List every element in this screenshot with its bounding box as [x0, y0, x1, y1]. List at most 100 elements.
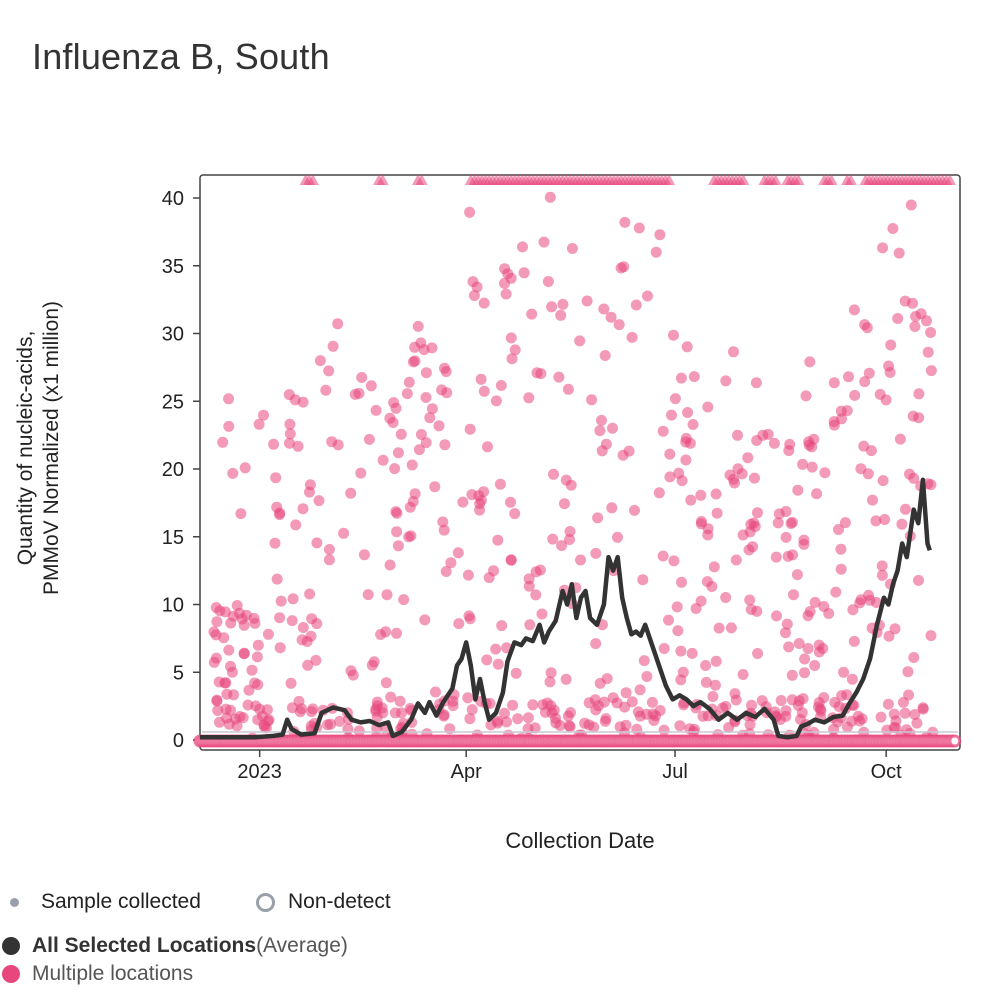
y-axis-label-line1: Quantity of nucleic-acids, [14, 331, 37, 566]
data-point [248, 612, 260, 624]
data-point [334, 715, 346, 727]
data-point [877, 475, 889, 487]
data-point [220, 703, 232, 715]
data-point [332, 318, 344, 330]
overflow-marker [415, 174, 428, 185]
data-point [490, 395, 502, 407]
x-tick-label: Jul [662, 761, 688, 783]
data-point [702, 401, 714, 413]
data-point [502, 268, 514, 280]
data-point [623, 445, 635, 457]
data-point [243, 684, 255, 696]
data-point [208, 626, 220, 638]
data-point [436, 384, 448, 396]
data-point [239, 462, 251, 474]
data-point [925, 365, 937, 377]
data-point [235, 508, 247, 520]
data-point [311, 537, 323, 549]
average-dot-icon [2, 937, 20, 955]
data-point [921, 315, 932, 327]
y-axis: 0 5 10 15 20 25 30 35 40 [162, 188, 200, 752]
data-point [398, 594, 410, 606]
data-point [613, 319, 625, 331]
data-point [607, 422, 618, 434]
data-point [676, 475, 688, 487]
data-point [732, 429, 743, 441]
data-point [785, 518, 797, 529]
data-point [223, 393, 235, 405]
data-point [700, 676, 712, 688]
data-point [409, 341, 421, 353]
data-point [262, 628, 274, 640]
data-point [835, 563, 847, 575]
data-point [426, 403, 438, 415]
data-point [786, 669, 798, 681]
data-point [619, 701, 631, 713]
data-point [358, 549, 370, 561]
data-point [813, 639, 825, 651]
data-point [274, 612, 286, 624]
data-point [581, 295, 593, 307]
data-point [475, 373, 487, 385]
data-point [838, 666, 850, 678]
data-point [430, 686, 441, 698]
data-point [828, 419, 840, 431]
data-point [742, 452, 754, 464]
data-point [385, 691, 397, 703]
plot-area [199, 174, 961, 751]
data-point [242, 699, 254, 711]
data-point [664, 471, 676, 483]
data-point [375, 629, 387, 640]
data-point [859, 376, 871, 388]
data-point [783, 641, 795, 653]
data-point [909, 321, 921, 332]
x-tick-label: Oct [871, 761, 903, 783]
data-point [700, 660, 712, 671]
data-point [370, 404, 382, 416]
data-point [729, 477, 740, 489]
data-point [848, 304, 860, 316]
legend-average[interactable]: All Selected Locations (Average) [2, 934, 348, 958]
data-point [412, 320, 424, 332]
overflow-marker [376, 174, 389, 185]
data-point [253, 418, 265, 430]
overflow-marker [737, 174, 750, 185]
y-tick-label: 5 [173, 662, 184, 684]
data-point [775, 695, 787, 706]
legend-sample-collected[interactable]: Sample collected [10, 890, 201, 914]
data-point [925, 630, 937, 642]
data-point [311, 618, 323, 630]
data-point [802, 610, 814, 622]
data-point [836, 413, 847, 425]
data-point [819, 467, 831, 479]
data-point [899, 707, 911, 719]
data-point [320, 384, 332, 396]
data-point [901, 724, 912, 736]
data-point [237, 712, 249, 724]
data-point [539, 706, 551, 718]
data-point [654, 229, 666, 241]
legend-non-detect[interactable]: Non-detect [256, 890, 391, 914]
data-point [429, 481, 441, 493]
data-point [882, 698, 894, 710]
data-point [500, 288, 512, 300]
data-point [590, 547, 602, 559]
data-point [626, 331, 638, 343]
data-point [575, 554, 586, 566]
legend-multiple-locations[interactable]: Multiple locations [2, 962, 193, 986]
data-point [214, 605, 226, 617]
data-point [463, 610, 475, 622]
data-point [768, 437, 780, 449]
data-point [323, 554, 335, 566]
data-point [907, 297, 918, 309]
data-point [867, 494, 878, 506]
data-point [365, 380, 377, 392]
data-point [586, 394, 598, 406]
data-point [633, 222, 645, 234]
overflow-marker [944, 174, 956, 185]
data-point [596, 445, 608, 457]
y-tick-label: 10 [162, 595, 184, 617]
data-point [892, 313, 904, 324]
data-point [284, 418, 296, 430]
data-point [366, 659, 378, 671]
